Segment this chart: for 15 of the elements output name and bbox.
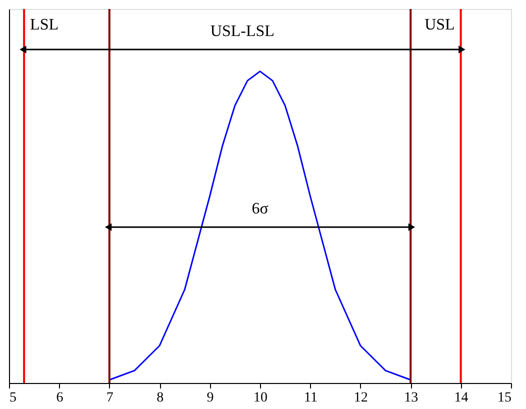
x-tick-label: 6 xyxy=(56,390,64,406)
x-tick-label: 11 xyxy=(304,390,318,406)
annotation: 6σ xyxy=(252,200,269,218)
x-tick-label: 15 xyxy=(498,390,512,406)
x-tick-label: 13 xyxy=(404,390,418,406)
text: USL-LSL xyxy=(210,22,274,40)
x-tick-label: 8 xyxy=(156,390,164,406)
x-tick-label: 14 xyxy=(454,390,468,406)
x-tick-label: 7 xyxy=(106,390,114,406)
ref-line-label: USL xyxy=(424,16,455,34)
x-tick-label: 12 xyxy=(354,390,368,406)
x-tick-label: 10 xyxy=(254,390,268,406)
ref-line-label: LSL xyxy=(30,16,59,34)
x-tick-label: 9 xyxy=(206,390,214,406)
x-tick-label: 5 xyxy=(10,390,16,406)
